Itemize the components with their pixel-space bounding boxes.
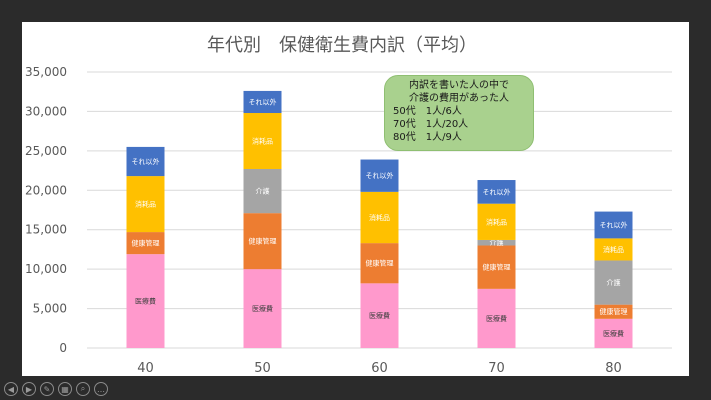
segment-label: 消耗品: [486, 217, 507, 226]
zoom-icon[interactable]: ⌕: [76, 382, 90, 396]
pen-icon[interactable]: ✎: [40, 382, 54, 396]
bar-segment: [126, 176, 165, 233]
bar-segment: [594, 260, 633, 305]
y-tick-label: 10,000: [25, 262, 67, 276]
y-axis-ticks: 0 5,000 10,000 15,000 20,000 25,000 30,000 35,0…: [25, 65, 67, 355]
callout-line-1: 内訳を書いた人の中で: [409, 80, 509, 91]
x-axis-categories: 40 50 60 70 80: [137, 361, 622, 376]
bar-segment: [477, 239, 516, 246]
segment-label: 介護: [490, 238, 504, 247]
bar-segment: [360, 159, 399, 192]
bar-segment: [477, 288, 516, 348]
y-tick-label: 5,000: [33, 302, 67, 316]
segment-label: 消耗品: [135, 200, 156, 209]
segment-label: 医療費: [603, 329, 624, 338]
segment-label: 健康管理: [249, 237, 277, 246]
slideshow-toolbar: ◀ ▶ ✎ ▦ ⌕ …: [0, 378, 711, 400]
bar-segment: [243, 113, 282, 169]
segment-label: 医療費: [135, 297, 156, 306]
segment-label: それ以外: [600, 220, 628, 229]
chart: 0 5,000 10,000 15,000 20,000 25,000 30,000 35,0…: [25, 35, 672, 376]
segment-label: それ以外: [132, 157, 160, 166]
y-tick-label: 0: [59, 341, 67, 355]
x-category-label: 50: [254, 361, 271, 376]
next-icon[interactable]: ▶: [22, 382, 36, 396]
bar-segment: [243, 213, 282, 270]
segment-label: 消耗品: [603, 245, 624, 254]
bar-segment: [594, 318, 633, 348]
bar-segment: [594, 238, 633, 261]
bar-segment: [594, 304, 633, 319]
segment-label: 消耗品: [252, 137, 273, 146]
segment-label: それ以外: [249, 97, 277, 106]
bar-segment: [360, 243, 399, 284]
segment-label: 医療費: [486, 314, 507, 323]
x-category-label: 70: [488, 361, 505, 376]
callout-row: 50代 1人/6人: [393, 106, 462, 117]
prev-icon[interactable]: ◀: [4, 382, 18, 396]
bar-segment: [126, 254, 165, 348]
pages-icon[interactable]: ▦: [58, 382, 72, 396]
bars: 医療費健康管理消耗品それ以外医療費健康管理介護消耗品それ以外医療費健康管理消耗品…: [126, 90, 633, 348]
more-icon[interactable]: …: [94, 382, 108, 396]
bar-segment: [360, 191, 399, 244]
bar-segment: [594, 211, 633, 239]
x-category-label: 40: [137, 361, 154, 376]
segment-label: 健康管理: [132, 239, 160, 248]
y-tick-label: 35,000: [25, 65, 67, 79]
segment-label: 健康管理: [600, 307, 628, 316]
bar-segment: [126, 232, 165, 255]
callout-row: 70代 1人/20人: [393, 119, 469, 130]
segment-label: それ以外: [366, 171, 394, 180]
y-tick-label: 30,000: [25, 104, 67, 118]
bar-segment: [477, 245, 516, 289]
segment-label: 医療費: [252, 304, 273, 313]
segment-label: 消耗品: [369, 213, 390, 222]
y-tick-label: 15,000: [25, 223, 67, 237]
segment-label: 健康管理: [483, 263, 511, 272]
callout-line-2: 介護の費用があった人: [409, 93, 509, 104]
segment-label: 医療費: [369, 311, 390, 320]
segment-label: それ以外: [483, 187, 511, 196]
slide: 0 5,000 10,000 15,000 20,000 25,000 30,000 35,0…: [22, 22, 689, 376]
x-category-label: 80: [605, 361, 622, 376]
segment-label: 介護: [607, 278, 621, 287]
callout-row: 80代 1人/9人: [393, 132, 462, 143]
x-category-label: 60: [371, 361, 388, 376]
y-tick-label: 25,000: [25, 144, 67, 158]
callout-note: 内訳を書いた人の中で 介護の費用があった人 50代 1人/6人 70代 1人/2…: [384, 75, 534, 151]
bar-segment: [477, 180, 516, 204]
bar-segment: [360, 283, 399, 348]
bar-segment: [126, 146, 165, 177]
segment-label: 介護: [256, 187, 270, 196]
segment-label: 健康管理: [366, 259, 394, 268]
bar-segment: [243, 269, 282, 348]
bar-segment: [477, 203, 516, 240]
bar-segment: [243, 90, 282, 114]
bar-segment: [243, 168, 282, 214]
y-tick-label: 20,000: [25, 183, 67, 197]
chart-title: 年代別 保健衛生費内訳（平均）: [207, 35, 477, 56]
